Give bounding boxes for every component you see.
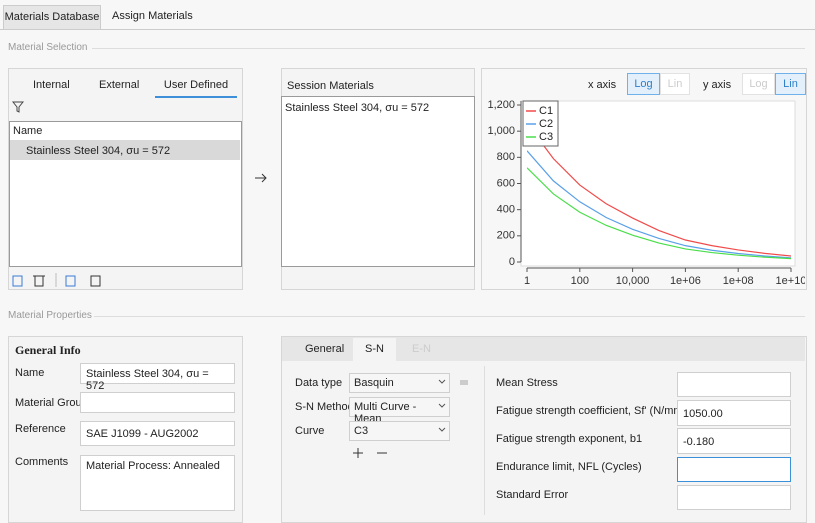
coefficient-input[interactable]: 1050.00 xyxy=(677,400,791,426)
section-title: Material Properties xyxy=(8,310,92,321)
y-tick-label: 800 xyxy=(497,151,515,163)
comments-input[interactable]: Material Process: Annealed xyxy=(80,455,235,511)
x-tick-label: 10,000 xyxy=(616,275,650,287)
sn-chart: 0 200 400 600 800 1,000 1,200 1 100 10,000 1e+06 1e… xyxy=(487,99,805,287)
field-label: Name xyxy=(15,367,45,379)
series-line xyxy=(527,122,791,257)
x-tick-label: 100 xyxy=(571,275,589,287)
field-label: Endurance limit, NFL (Cycles) xyxy=(496,461,642,473)
curve-combo[interactable]: C3 xyxy=(349,421,450,441)
section-title: Material Selection xyxy=(8,42,88,53)
property-tab[interactable]: E-N xyxy=(412,343,431,355)
reference-input[interactable]: SAE J1099 - AUG2002 xyxy=(80,421,235,446)
property-tab[interactable]: S-N xyxy=(353,338,396,361)
name-input[interactable]: Stainless Steel 304, σu = 572 xyxy=(80,363,235,392)
session-item[interactable]: Stainless Steel 304, σu = 572 xyxy=(285,102,430,114)
field-label: Material Group xyxy=(15,397,88,409)
session-title: Session Materials xyxy=(287,80,374,92)
source-tab[interactable]: Internal xyxy=(33,79,70,91)
endurance-input[interactable] xyxy=(677,457,791,482)
field-label: Fatigue strength exponent, b1 xyxy=(496,433,643,445)
y-tick-label: 600 xyxy=(497,177,515,189)
field-label: Fatigue strength coefficient, Sf' (N/mm²… xyxy=(496,405,690,417)
y-tick-label: 200 xyxy=(497,230,515,242)
filter-icon[interactable] xyxy=(12,101,24,113)
divider xyxy=(484,366,485,515)
y-tick-label: 400 xyxy=(497,204,515,216)
exponent-input[interactable]: -0.180 xyxy=(677,428,791,454)
legend-label: C1 xyxy=(539,105,553,117)
y-tick-label: 0 xyxy=(509,256,515,268)
data-type-combo[interactable]: Basquin xyxy=(349,373,450,393)
separator xyxy=(92,48,805,49)
toolbar-icons[interactable] xyxy=(12,273,107,287)
series-line xyxy=(527,150,791,259)
x-log-button[interactable]: Log xyxy=(627,73,660,95)
series-line xyxy=(527,167,791,260)
source-tab[interactable]: User Defined xyxy=(155,77,237,98)
y-tick-label: 1,200 xyxy=(487,99,515,111)
field-label: Mean Stress xyxy=(496,377,558,389)
field-label: Reference xyxy=(15,423,66,435)
group-input[interactable] xyxy=(80,392,235,413)
property-tab[interactable]: General xyxy=(305,343,345,355)
axis-label: x axis xyxy=(588,79,617,91)
legend-label: C3 xyxy=(539,131,553,143)
transfer-arrow[interactable] xyxy=(254,173,268,183)
field-label: S-N Method xyxy=(295,401,354,413)
tab[interactable]: Materials Database xyxy=(3,5,101,30)
separator xyxy=(94,316,805,317)
panel-title: General Info xyxy=(15,343,81,357)
list-item[interactable]: Stainless Steel 304, σu = 572 xyxy=(26,145,171,157)
source-tab[interactable]: External xyxy=(99,79,140,91)
selected-row[interactable] xyxy=(10,140,240,160)
x-tick-label: 1e+10 xyxy=(776,275,805,287)
plot-area xyxy=(520,100,796,267)
field-label: Comments xyxy=(15,456,69,468)
standard-error-input[interactable] xyxy=(677,485,791,510)
list-header: Name xyxy=(13,125,43,137)
field-label: Data type xyxy=(295,377,343,389)
y-log-button[interactable]: Log xyxy=(742,73,775,95)
method-combo[interactable]: Multi Curve - Mean xyxy=(349,397,450,425)
combo-arrows xyxy=(353,379,468,458)
x-tick-label: 1e+06 xyxy=(670,275,701,287)
field-label: Curve xyxy=(295,425,325,437)
y-tick-label: 1,000 xyxy=(487,125,515,137)
axis-label: y axis xyxy=(703,79,732,91)
x-tick-label: 1 xyxy=(524,275,530,287)
field-label: Standard Error xyxy=(496,489,569,501)
mean-stress-input[interactable] xyxy=(677,372,791,397)
x-lin-button[interactable]: Lin xyxy=(660,73,690,95)
x-tick-label: 1e+08 xyxy=(723,275,754,287)
separator xyxy=(0,29,815,30)
session-list xyxy=(281,96,475,267)
legend-label: C2 xyxy=(539,118,553,130)
tab[interactable]: Assign Materials xyxy=(112,10,193,22)
y-lin-button[interactable]: Lin xyxy=(775,73,806,95)
